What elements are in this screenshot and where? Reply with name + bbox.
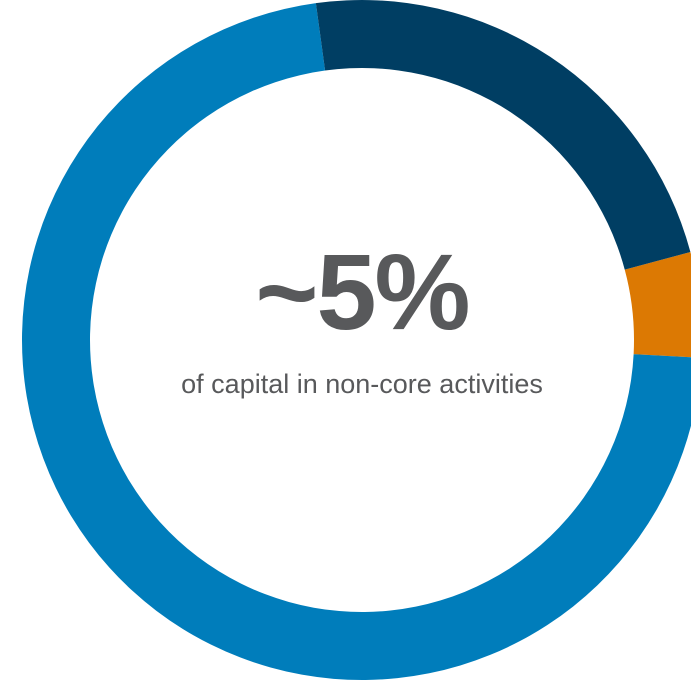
headline-percentage: ~5% xyxy=(255,231,470,352)
donut-segment-1 xyxy=(624,252,691,358)
donut-segments xyxy=(21,0,691,681)
headline-caption: of capital in non-core activities xyxy=(181,369,543,399)
donut-segment-3 xyxy=(315,0,691,270)
